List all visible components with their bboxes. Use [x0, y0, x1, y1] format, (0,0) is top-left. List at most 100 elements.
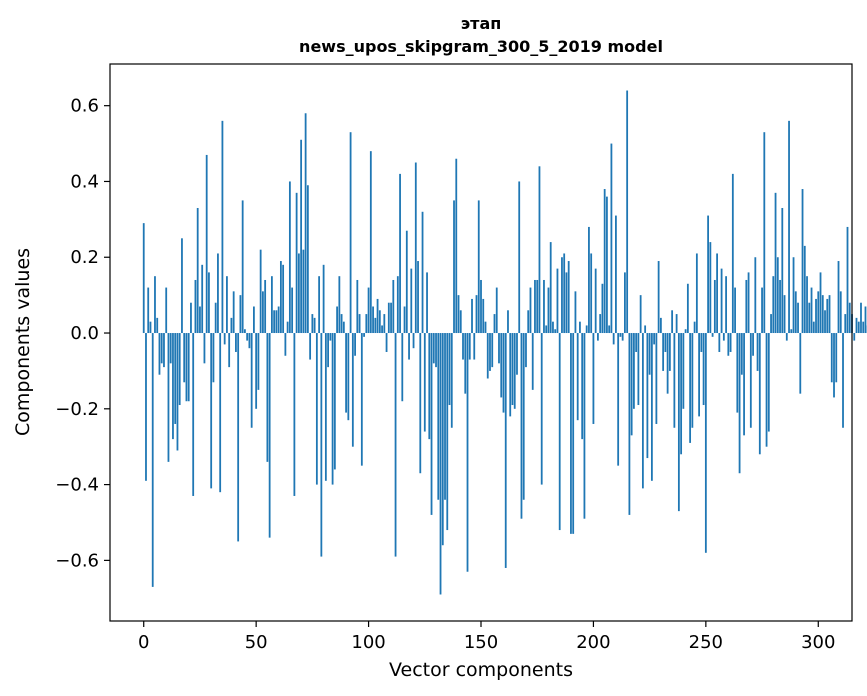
bar-12: [169, 333, 172, 364]
bar-151: [482, 298, 485, 334]
bar-184: [556, 268, 559, 334]
bar-217: [630, 333, 633, 436]
bar-19: [185, 333, 188, 402]
bar-257: [720, 268, 723, 334]
bar-274: [758, 333, 761, 455]
bar-48: [250, 333, 253, 428]
bar-278: [767, 333, 770, 432]
bar-89: [342, 321, 345, 334]
bar-59: [275, 310, 278, 334]
y-tick-label: 0.2: [70, 247, 99, 268]
bar-178: [543, 279, 545, 334]
bar-70: [300, 139, 303, 334]
bar-290: [794, 291, 797, 334]
bar-319: [860, 302, 862, 334]
bar-71: [302, 249, 305, 334]
bar-44: [241, 200, 244, 334]
bar-189: [567, 261, 570, 334]
bar-205: [603, 189, 606, 334]
bar-227: [653, 333, 656, 345]
bar-153: [486, 333, 489, 379]
bar-84: [331, 333, 334, 485]
bar-266: [740, 333, 743, 375]
bar-255: [716, 253, 718, 334]
bar-3: [149, 321, 152, 334]
bar-176: [538, 166, 541, 334]
bar-134: [444, 333, 446, 500]
bar-280: [772, 276, 775, 334]
bar-136: [448, 333, 451, 406]
bar-27: [203, 333, 206, 364]
bar-233: [666, 333, 669, 394]
bar-167: [518, 181, 521, 334]
bar-161: [504, 333, 507, 568]
bar-183: [554, 329, 557, 334]
bar-249: [702, 333, 705, 406]
bar-213: [621, 333, 624, 341]
bar-135: [446, 333, 449, 531]
bar-316: [853, 333, 856, 341]
bar-126: [426, 272, 428, 334]
bar-103: [374, 317, 377, 334]
bar-163: [509, 333, 512, 417]
bar-5: [154, 276, 156, 334]
bar-272: [754, 257, 757, 334]
bar-223: [644, 325, 647, 334]
bar-312: [844, 314, 847, 334]
bar-24: [196, 207, 199, 334]
bar-76: [313, 317, 316, 334]
bar-293: [801, 189, 804, 334]
bar-254: [713, 279, 716, 334]
bar-23: [194, 279, 197, 334]
bar-279: [770, 314, 772, 334]
x-tick-label: 300: [801, 632, 835, 653]
bar-43: [239, 295, 242, 334]
bar-1: [145, 333, 147, 481]
bar-4: [151, 333, 154, 587]
bar-142: [462, 333, 464, 360]
bar-273: [756, 333, 759, 371]
bar-301: [819, 272, 822, 334]
bar-195: [581, 333, 584, 440]
bar-37: [226, 276, 228, 334]
bar-154: [489, 333, 491, 371]
bar-137: [450, 333, 453, 428]
bar-285: [783, 295, 786, 334]
x-tick-label: 100: [351, 632, 385, 653]
bar-108: [385, 333, 388, 352]
bar-127: [428, 333, 431, 440]
bar-144: [466, 333, 469, 572]
y-tick-label: −0.2: [55, 399, 99, 420]
bar-90: [345, 333, 347, 413]
bar-100: [367, 287, 370, 334]
bar-133: [441, 333, 444, 546]
bar-122: [417, 261, 419, 334]
bar-66: [291, 287, 294, 334]
bar-237: [675, 314, 678, 334]
bar-88: [340, 314, 343, 334]
bar-320: [862, 321, 865, 334]
bar-152: [484, 321, 487, 334]
bar-235: [671, 310, 674, 334]
x-tick-label: 150: [464, 632, 498, 653]
bar-230: [659, 317, 662, 334]
bar-148: [475, 295, 478, 334]
bar-232: [664, 333, 667, 352]
bar-86: [336, 306, 338, 334]
bar-92: [349, 132, 352, 334]
bar-116: [403, 306, 406, 334]
bar-250: [704, 333, 707, 553]
bar-271: [752, 333, 754, 356]
bar-141: [459, 310, 462, 334]
bar-180: [547, 287, 550, 334]
bar-283: [779, 279, 781, 334]
bar-128: [430, 333, 433, 515]
bar-49: [253, 306, 255, 334]
bar-15: [176, 333, 179, 451]
bar-14: [174, 333, 177, 424]
bar-53: [262, 291, 264, 334]
bar-251: [707, 215, 709, 334]
bar-109: [387, 302, 390, 334]
bar-131: [437, 333, 440, 500]
bar-220: [637, 333, 640, 406]
